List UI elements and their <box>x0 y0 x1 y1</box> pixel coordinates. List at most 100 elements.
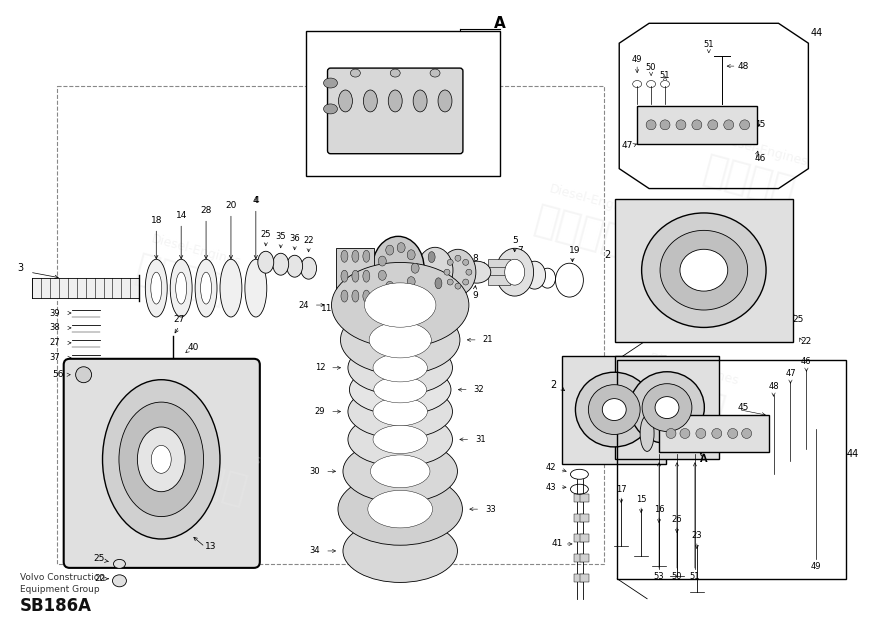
Ellipse shape <box>365 283 436 327</box>
Text: 27: 27 <box>174 315 185 325</box>
Text: 10: 10 <box>376 303 388 313</box>
Circle shape <box>676 120 686 130</box>
Ellipse shape <box>660 230 748 310</box>
Ellipse shape <box>411 263 419 273</box>
Text: 15: 15 <box>635 495 646 504</box>
Text: A: A <box>700 454 708 464</box>
FancyBboxPatch shape <box>64 359 260 568</box>
Ellipse shape <box>430 69 440 77</box>
Text: Diesel-Engines: Diesel-Engines <box>648 352 740 388</box>
Text: 47: 47 <box>785 369 796 378</box>
Text: 22: 22 <box>801 337 812 347</box>
Circle shape <box>680 428 690 438</box>
Circle shape <box>465 269 472 275</box>
Text: 50: 50 <box>672 572 683 582</box>
Text: 13: 13 <box>206 543 217 551</box>
Text: 紫发动力: 紫发动力 <box>151 449 251 510</box>
Circle shape <box>724 120 733 130</box>
Text: 17: 17 <box>616 485 627 494</box>
Ellipse shape <box>324 104 337 114</box>
Text: 26: 26 <box>672 514 683 524</box>
Ellipse shape <box>373 354 427 382</box>
Text: 8: 8 <box>472 254 478 263</box>
Ellipse shape <box>642 213 766 327</box>
Ellipse shape <box>363 251 370 263</box>
Ellipse shape <box>175 272 187 304</box>
Ellipse shape <box>331 263 469 348</box>
Ellipse shape <box>352 290 359 302</box>
Text: 21: 21 <box>482 335 493 344</box>
Ellipse shape <box>341 270 348 282</box>
Text: 9: 9 <box>472 291 478 300</box>
Ellipse shape <box>435 278 442 289</box>
Text: Diesel-Engines: Diesel-Engines <box>150 232 242 269</box>
Text: 35: 35 <box>275 232 286 241</box>
Ellipse shape <box>338 473 463 545</box>
Circle shape <box>463 279 469 285</box>
FancyBboxPatch shape <box>659 414 769 452</box>
Circle shape <box>712 428 722 438</box>
Ellipse shape <box>368 490 433 528</box>
Bar <box>574 574 583 582</box>
Ellipse shape <box>378 271 386 280</box>
Ellipse shape <box>390 69 400 77</box>
Text: Volvo Construction
Equipment Group: Volvo Construction Equipment Group <box>20 573 105 594</box>
Ellipse shape <box>200 272 212 304</box>
Ellipse shape <box>642 384 692 431</box>
Ellipse shape <box>341 290 348 302</box>
Ellipse shape <box>630 372 704 443</box>
Text: 49: 49 <box>632 55 643 63</box>
Text: 24: 24 <box>298 301 309 310</box>
Circle shape <box>741 428 752 438</box>
Ellipse shape <box>324 78 337 88</box>
Ellipse shape <box>287 255 303 277</box>
Text: 紫发动力: 紫发动力 <box>530 200 629 261</box>
Ellipse shape <box>655 397 679 418</box>
Ellipse shape <box>151 445 171 474</box>
Ellipse shape <box>341 251 348 263</box>
FancyBboxPatch shape <box>637 106 756 144</box>
Text: 12: 12 <box>315 363 326 372</box>
Text: 46: 46 <box>755 154 766 163</box>
Text: 47: 47 <box>621 141 633 150</box>
Circle shape <box>76 367 92 382</box>
Text: 22: 22 <box>303 236 314 245</box>
Text: 45: 45 <box>738 403 749 412</box>
Text: Diesel-Engines: Diesel-Engines <box>170 431 263 468</box>
Text: Diesel-Engines: Diesel-Engines <box>368 272 462 308</box>
Ellipse shape <box>440 249 476 295</box>
Text: 55: 55 <box>307 78 319 87</box>
Ellipse shape <box>385 245 393 255</box>
Text: 36: 36 <box>289 234 300 243</box>
Ellipse shape <box>119 402 204 517</box>
Text: 30: 30 <box>310 467 320 476</box>
Ellipse shape <box>374 376 426 403</box>
Text: 29: 29 <box>315 407 326 416</box>
FancyBboxPatch shape <box>615 198 794 342</box>
Ellipse shape <box>348 384 452 439</box>
Text: 16: 16 <box>654 505 664 514</box>
Bar <box>580 514 589 522</box>
Ellipse shape <box>350 364 451 415</box>
Text: Diesel-Engines: Diesel-Engines <box>717 133 810 169</box>
Ellipse shape <box>195 259 217 317</box>
Text: A: A <box>494 16 506 31</box>
Ellipse shape <box>408 250 415 260</box>
Ellipse shape <box>352 251 359 263</box>
Ellipse shape <box>378 256 386 266</box>
Ellipse shape <box>370 455 430 488</box>
Text: 2: 2 <box>604 251 611 260</box>
Circle shape <box>728 428 738 438</box>
Ellipse shape <box>372 236 425 300</box>
Ellipse shape <box>363 290 370 302</box>
Text: SB186A: SB186A <box>20 597 92 615</box>
Bar <box>574 494 583 502</box>
Bar <box>488 275 510 285</box>
Text: 34: 34 <box>310 546 320 555</box>
Circle shape <box>740 120 749 130</box>
Circle shape <box>444 269 450 275</box>
Ellipse shape <box>363 90 377 112</box>
Text: 52: 52 <box>626 429 637 438</box>
Ellipse shape <box>363 270 370 282</box>
Ellipse shape <box>348 412 452 467</box>
